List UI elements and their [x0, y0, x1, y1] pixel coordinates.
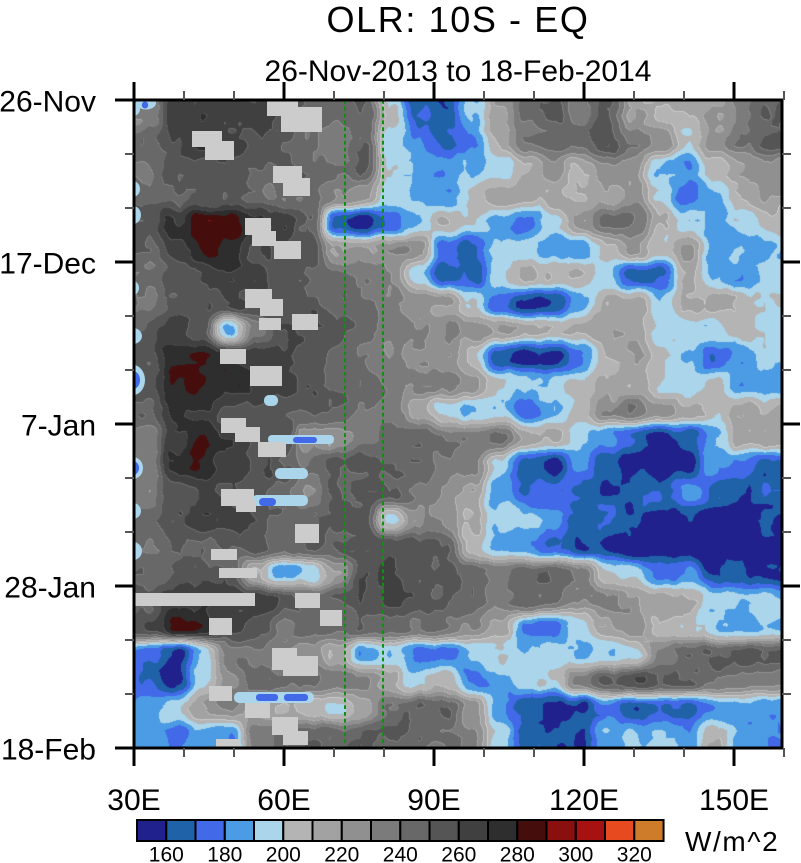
svg-text:220: 220	[324, 844, 359, 863]
svg-text:160: 160	[149, 844, 184, 863]
svg-text:200: 200	[266, 844, 301, 863]
svg-text:7-Jan: 7-Jan	[21, 410, 96, 443]
svg-text:150E: 150E	[699, 784, 769, 817]
svg-text:30E: 30E	[107, 784, 160, 817]
svg-text:260: 260	[441, 844, 476, 863]
svg-text:OLR: 10S - EQ: OLR: 10S - EQ	[327, 0, 590, 40]
svg-text:18-Feb: 18-Feb	[1, 734, 96, 767]
svg-text:26-Nov: 26-Nov	[0, 86, 96, 119]
svg-text:240: 240	[383, 844, 418, 863]
svg-text:90E: 90E	[407, 784, 460, 817]
svg-text:60E: 60E	[257, 784, 310, 817]
svg-text:26-Nov-2013 to 18-Feb-2014: 26-Nov-2013 to 18-Feb-2014	[265, 55, 652, 88]
svg-text:320: 320	[617, 844, 652, 863]
svg-text:28-Jan: 28-Jan	[4, 572, 96, 605]
svg-text:W/m^2: W/m^2	[685, 826, 779, 857]
svg-text:17-Dec: 17-Dec	[0, 248, 96, 281]
svg-text:120E: 120E	[549, 784, 619, 817]
svg-text:280: 280	[500, 844, 535, 863]
svg-text:180: 180	[207, 844, 242, 863]
svg-text:300: 300	[558, 844, 593, 863]
